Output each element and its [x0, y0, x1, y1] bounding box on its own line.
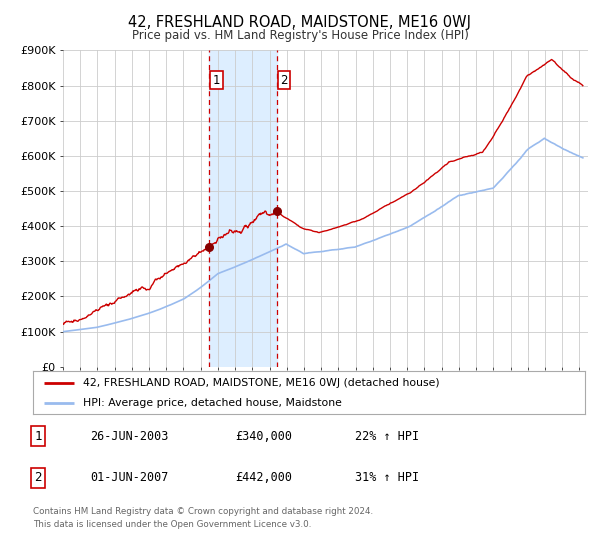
Text: £340,000: £340,000 — [235, 430, 292, 443]
Text: 2: 2 — [34, 472, 42, 484]
Text: 1: 1 — [34, 430, 42, 443]
Text: 2: 2 — [280, 74, 287, 87]
Text: 42, FRESHLAND ROAD, MAIDSTONE, ME16 0WJ (detached house): 42, FRESHLAND ROAD, MAIDSTONE, ME16 0WJ … — [83, 377, 439, 388]
Text: Price paid vs. HM Land Registry's House Price Index (HPI): Price paid vs. HM Land Registry's House … — [131, 29, 469, 42]
Text: Contains HM Land Registry data © Crown copyright and database right 2024.
This d: Contains HM Land Registry data © Crown c… — [33, 507, 373, 529]
Text: 42, FRESHLAND ROAD, MAIDSTONE, ME16 0WJ: 42, FRESHLAND ROAD, MAIDSTONE, ME16 0WJ — [128, 15, 472, 30]
Text: 01-JUN-2007: 01-JUN-2007 — [90, 472, 169, 484]
Text: 22% ↑ HPI: 22% ↑ HPI — [355, 430, 419, 443]
Bar — [209, 50, 277, 367]
Text: 26-JUN-2003: 26-JUN-2003 — [90, 430, 169, 443]
Text: £442,000: £442,000 — [235, 472, 292, 484]
Text: 1: 1 — [212, 74, 220, 87]
Text: HPI: Average price, detached house, Maidstone: HPI: Average price, detached house, Maid… — [83, 398, 341, 408]
Text: 31% ↑ HPI: 31% ↑ HPI — [355, 472, 419, 484]
